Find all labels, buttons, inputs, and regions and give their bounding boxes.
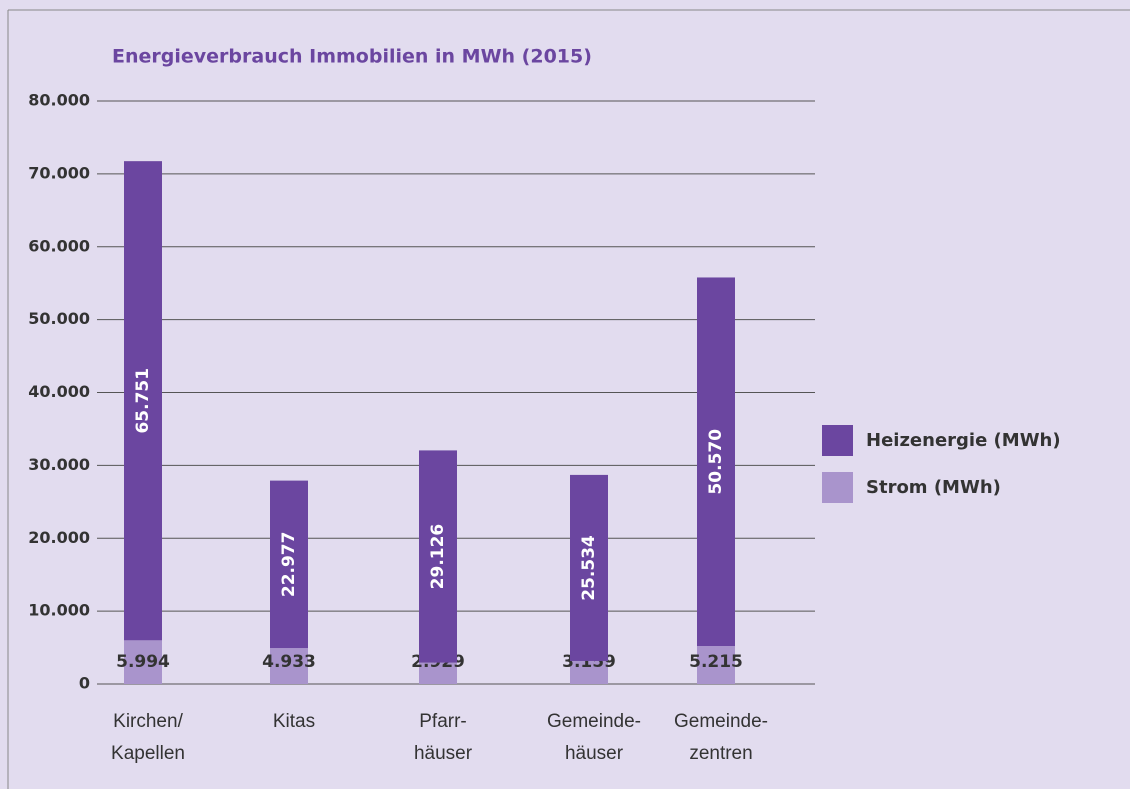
y-tick-label: 40.000	[28, 382, 90, 401]
y-tick-label: 10.000	[28, 601, 90, 620]
x-tick-label: Pfarr-	[419, 711, 467, 732]
bar-segment	[570, 660, 608, 684]
value-label: 5.994	[116, 652, 170, 672]
x-tick-label: Gemeinde-	[674, 711, 768, 732]
y-tick-label: 50.000	[28, 309, 90, 328]
y-tick-label: 30.000	[28, 455, 90, 474]
bar-segment	[697, 277, 735, 646]
value-label: 4.933	[262, 652, 316, 672]
legend-label: Heizenergie (MWh)	[866, 430, 1061, 451]
bar-segment	[270, 648, 308, 684]
x-tick-label: zentren	[689, 743, 752, 764]
bar-segment	[124, 640, 162, 684]
bar-segment	[270, 480, 308, 649]
value-label: 29.126	[428, 524, 448, 590]
y-tick-label: 70.000	[28, 163, 90, 182]
value-label: 25.534	[579, 535, 599, 601]
x-tick-label: Kapellen	[111, 743, 185, 764]
bar-segment	[419, 662, 457, 684]
legend-label: Strom (MWh)	[866, 477, 1001, 498]
bar-segment	[697, 645, 735, 684]
bar-segment	[124, 161, 162, 641]
value-label: 5.215	[689, 652, 743, 672]
y-tick-label: 0	[79, 674, 90, 693]
legend-swatch	[822, 472, 853, 503]
x-tick-label: häuser	[414, 743, 473, 764]
bar-segment	[419, 450, 457, 663]
value-label: 50.570	[706, 429, 726, 495]
y-tick-label: 20.000	[28, 528, 90, 547]
value-label: 65.751	[133, 368, 153, 434]
chart-title: Energieverbrauch Immobilien in MWh (2015…	[112, 46, 592, 68]
y-tick-label: 60.000	[28, 236, 90, 255]
legend-swatch	[822, 425, 853, 456]
x-tick-label: Gemeinde-	[547, 711, 641, 732]
bar-segment	[570, 474, 608, 661]
y-tick-label: 80.000	[28, 91, 90, 110]
x-tick-label: häuser	[565, 743, 624, 764]
value-label: 22.977	[279, 532, 299, 598]
x-tick-label: Kirchen/	[113, 711, 183, 732]
x-tick-label: Kitas	[273, 711, 315, 732]
